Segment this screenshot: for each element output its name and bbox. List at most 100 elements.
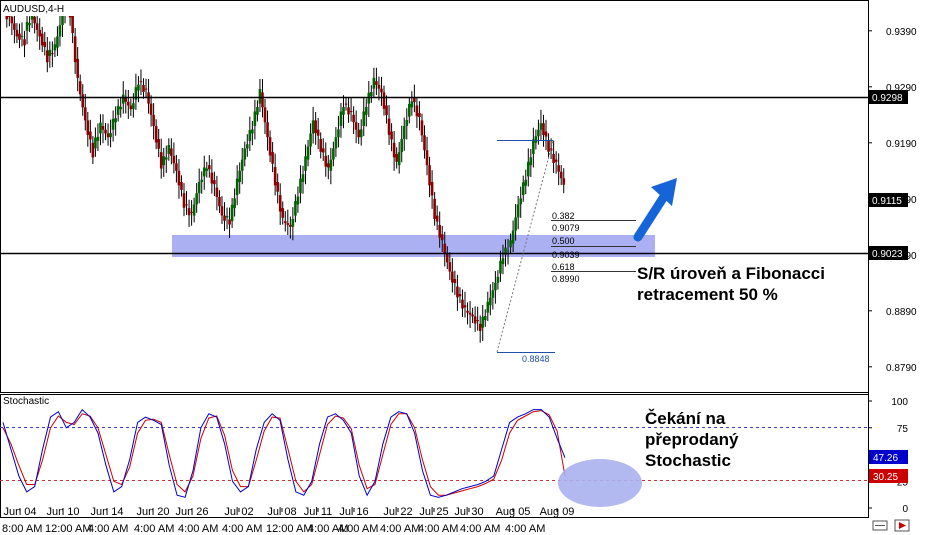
candle [273, 153, 277, 196]
candle [195, 183, 198, 213]
candle [554, 151, 558, 174]
date-label: Aug 09 [540, 506, 575, 518]
candle [327, 154, 330, 180]
candle [263, 98, 267, 135]
date-label: Jul 11 [304, 506, 333, 518]
stoch-annotation-line1: Čekání na [645, 409, 726, 428]
support-price-tag: 0.9023 [869, 246, 908, 260]
candle [253, 99, 257, 140]
time-label: 4:00 AM [418, 523, 458, 535]
candle [410, 91, 414, 116]
candle [354, 110, 358, 144]
sr-annotation-line2: retracement 50 % [637, 285, 778, 304]
candle [529, 148, 533, 177]
time-label: 4:00 AM [222, 523, 262, 535]
candle [483, 309, 487, 327]
candle [245, 134, 249, 157]
candle [405, 108, 409, 140]
time-label: 4:00 AM [134, 523, 174, 535]
price-tick-label: 0.9390 [886, 27, 917, 38]
candle [451, 258, 454, 293]
candle [208, 155, 211, 178]
candle [453, 270, 457, 295]
date-label: Jun 20 [136, 506, 169, 518]
candle [104, 123, 107, 141]
candle [486, 291, 490, 322]
candle [83, 93, 87, 131]
date-label: Jul 25 [419, 506, 448, 518]
candle [210, 159, 214, 194]
candle [286, 209, 290, 236]
candle [400, 125, 404, 163]
stoch-signal-line [2, 410, 566, 496]
candle [281, 201, 285, 225]
candle [175, 154, 178, 183]
stochastic-panel [0, 394, 869, 518]
candle [362, 98, 366, 137]
candle [99, 114, 102, 146]
candle [301, 165, 305, 194]
resistance-price-tag: 0.9298 [869, 90, 908, 104]
candle [506, 238, 510, 265]
candle [519, 186, 522, 218]
candle [299, 165, 302, 204]
candle [359, 119, 363, 146]
candle [375, 67, 378, 96]
candle [524, 169, 528, 195]
candle [127, 89, 130, 119]
candle [342, 95, 345, 129]
candle [385, 95, 388, 124]
candle [377, 76, 381, 101]
candle [559, 165, 563, 185]
sr-annotation-line1: S/R úroveň a Fibonacci [637, 264, 825, 283]
candle [387, 105, 391, 146]
time-label: 8:00 AM [2, 523, 42, 535]
candle [235, 165, 239, 206]
candle [96, 123, 100, 152]
candle [418, 101, 421, 131]
candle [225, 207, 229, 230]
fib-382-price: 0.9079 [552, 223, 580, 233]
candle [501, 244, 505, 275]
candle [162, 147, 166, 177]
candle [463, 291, 467, 318]
candle [233, 188, 236, 217]
stoch-tick-label: 75 [897, 424, 909, 435]
candle [516, 196, 520, 230]
fib-500-price: 0.9039 [552, 250, 580, 260]
candle [321, 138, 325, 161]
date-label: Jul 08 [267, 506, 296, 518]
candle [218, 190, 221, 213]
candle [562, 168, 566, 194]
fib-diagonal [496, 140, 554, 353]
candle [440, 225, 444, 252]
candle [278, 183, 282, 225]
candle [448, 252, 452, 280]
scroll-icons[interactable] [872, 519, 910, 532]
candle [489, 284, 492, 316]
candle [205, 161, 209, 178]
stoch-tick-label: 0 [902, 504, 908, 515]
support-zone [172, 235, 655, 257]
candle [38, 18, 42, 50]
candle [134, 73, 138, 110]
candle [28, 16, 31, 32]
time-axis: Jun 04 Jun 10 Jun 14 Jun 20 Jun 26 Jul 02 Jul … [2, 506, 574, 535]
candle [213, 171, 216, 196]
time-label: 4:00 AM [178, 523, 218, 535]
candle [283, 211, 287, 232]
stoch-annotation-line2: přeprodaný [645, 430, 739, 449]
candle [458, 287, 462, 303]
candle [89, 119, 92, 153]
candle [438, 211, 441, 248]
date-label: Jul 22 [383, 506, 412, 518]
candle [192, 197, 196, 223]
candle [142, 78, 145, 99]
candle [124, 89, 128, 114]
stoch-annotation: Čekání na přeprodaný Stochastic [645, 408, 739, 471]
stoch-annotation-line3: Stochastic [645, 451, 731, 470]
candle [491, 281, 495, 310]
candle [276, 173, 279, 204]
candle [139, 69, 143, 96]
candle [53, 37, 57, 58]
